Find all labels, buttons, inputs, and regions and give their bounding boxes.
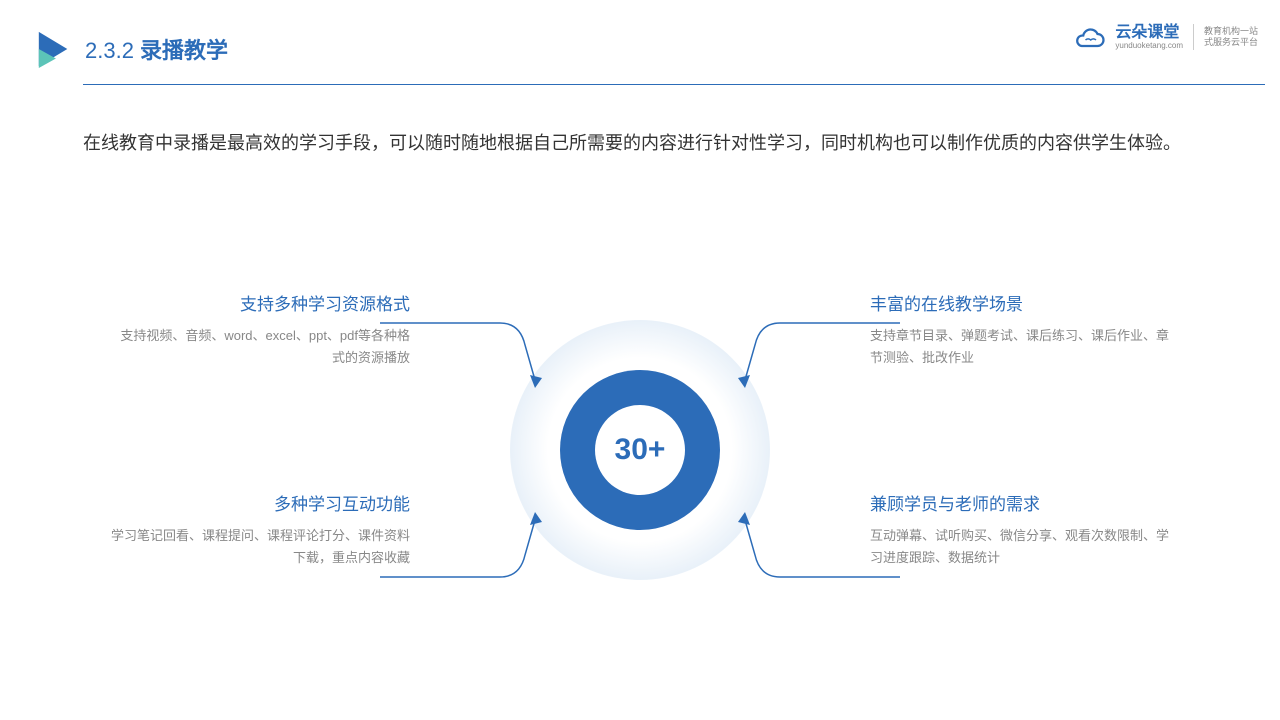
logo-desc-2: 式服务云平台 [1204,37,1258,49]
slide-header: 2.3.2录播教学 [35,30,228,68]
play-icon [35,30,73,68]
feature-desc: 互动弹幕、试听购买、微信分享、观看次数限制、学习进度跟踪、数据统计 [870,525,1170,569]
diagram: 30+ 支持多种学习资源格式 支持视频、音频、word、excel、ppt、pd… [0,250,1280,650]
feature-title: 丰富的在线教学场景 [870,290,1170,315]
section-title-text: 录播教学 [140,38,228,63]
feature-desc: 支持章节目录、弹题考试、课后练习、课后作业、章节测验、批改作业 [870,325,1170,369]
intro-text: 在线教育中录播是最高效的学习手段，可以随时随地根据自己所需要的内容进行针对性学习… [83,125,1220,161]
feature-title: 多种学习互动功能 [110,490,410,515]
logo-area: 云朵课堂 yunduoketang.com 教育机构一站 式服务云平台 [1075,24,1258,50]
section-number: 2.3.2 [85,38,134,63]
cloud-icon [1075,26,1105,48]
feature-title: 兼顾学员与老师的需求 [870,490,1170,515]
feature-desc: 支持视频、音频、word、excel、ppt、pdf等各种格式的资源播放 [110,325,410,369]
ring-inner: 30+ [595,405,685,495]
center-number: 30+ [615,433,666,467]
logo-desc: 教育机构一站 式服务云平台 [1204,26,1258,49]
feature-title: 支持多种学习资源格式 [110,290,410,315]
logo-sub: yunduoketang.com [1115,42,1183,51]
section-title: 2.3.2录播教学 [85,33,228,65]
logo-desc-1: 教育机构一站 [1204,26,1258,38]
center-circle: 30+ [510,320,770,580]
logo-divider [1193,24,1194,50]
feature-bottom-left: 多种学习互动功能 学习笔记回看、课程提问、课程评论打分、课件资料下载，重点内容收… [110,490,410,569]
header-underline [83,84,1265,85]
logo-text: 云朵课堂 yunduoketang.com [1115,24,1183,50]
feature-bottom-right: 兼顾学员与老师的需求 互动弹幕、试听购买、微信分享、观看次数限制、学习进度跟踪、… [870,490,1170,569]
logo-main: 云朵课堂 [1115,24,1183,42]
feature-top-right: 丰富的在线教学场景 支持章节目录、弹题考试、课后练习、课后作业、章节测验、批改作… [870,290,1170,369]
feature-desc: 学习笔记回看、课程提问、课程评论打分、课件资料下载，重点内容收藏 [110,525,410,569]
feature-top-left: 支持多种学习资源格式 支持视频、音频、word、excel、ppt、pdf等各种… [110,290,410,369]
